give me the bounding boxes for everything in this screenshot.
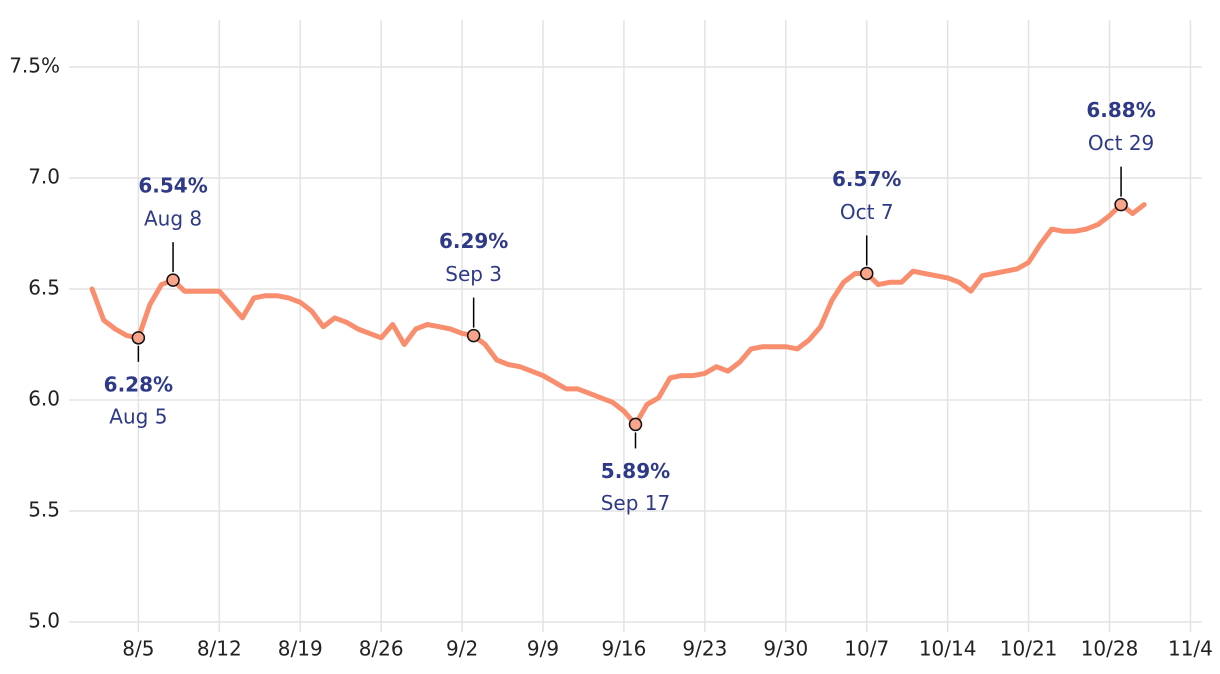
annotation-point xyxy=(1114,197,1128,212)
annotation-date: Aug 8 xyxy=(144,207,202,231)
x-tick-label: 10/21 xyxy=(1000,637,1058,661)
annotation-date: Aug 5 xyxy=(109,404,167,428)
x-tick-label: 9/16 xyxy=(601,637,646,661)
annotation-date: Oct 29 xyxy=(1088,131,1154,155)
x-tick-label: 10/28 xyxy=(1081,637,1139,661)
annotation-value: 6.57% xyxy=(832,167,901,191)
annotation-point xyxy=(166,273,180,287)
x-tick-label: 8/12 xyxy=(197,637,242,661)
y-tick-label: 6.5 xyxy=(28,276,60,300)
annotation-value: 5.89% xyxy=(601,459,670,483)
y-tick-label: 7.5% xyxy=(9,54,60,78)
annotation-date: Sep 3 xyxy=(445,262,502,286)
annotation-value: 6.54% xyxy=(138,174,207,198)
annotation-point xyxy=(859,266,874,281)
y-tick-label: 5.5 xyxy=(28,498,60,522)
x-tick-label: 9/30 xyxy=(763,637,808,661)
line xyxy=(89,202,1147,427)
x-tick-label: 8/5 xyxy=(122,637,154,661)
annotation-value: 6.28% xyxy=(104,372,173,396)
y-tick-label: 5.0 xyxy=(28,609,60,633)
x-tick-label: 9/9 xyxy=(527,637,559,661)
annotation-value: 6.88% xyxy=(1086,98,1155,122)
y-tick-label: 6.0 xyxy=(28,387,60,411)
x-tick-label: 10/7 xyxy=(844,637,889,661)
x-tick-label: 11/4 xyxy=(1168,637,1213,661)
x-tick-label: 8/19 xyxy=(278,637,323,661)
annotation-value: 6.29% xyxy=(439,229,508,253)
x-tick-label: 9/23 xyxy=(682,637,727,661)
y-tick-label: 7.0 xyxy=(28,165,60,189)
x-tick-label: 9/2 xyxy=(446,637,478,661)
annotation-point xyxy=(628,417,643,432)
annotation-date: Oct 7 xyxy=(840,200,894,224)
x-tick-label: 10/14 xyxy=(919,637,977,661)
annotation-date: Sep 17 xyxy=(601,491,671,515)
x-tick-label: 8/26 xyxy=(359,637,404,661)
annotation-point xyxy=(131,331,146,345)
annotation-point xyxy=(466,328,481,343)
